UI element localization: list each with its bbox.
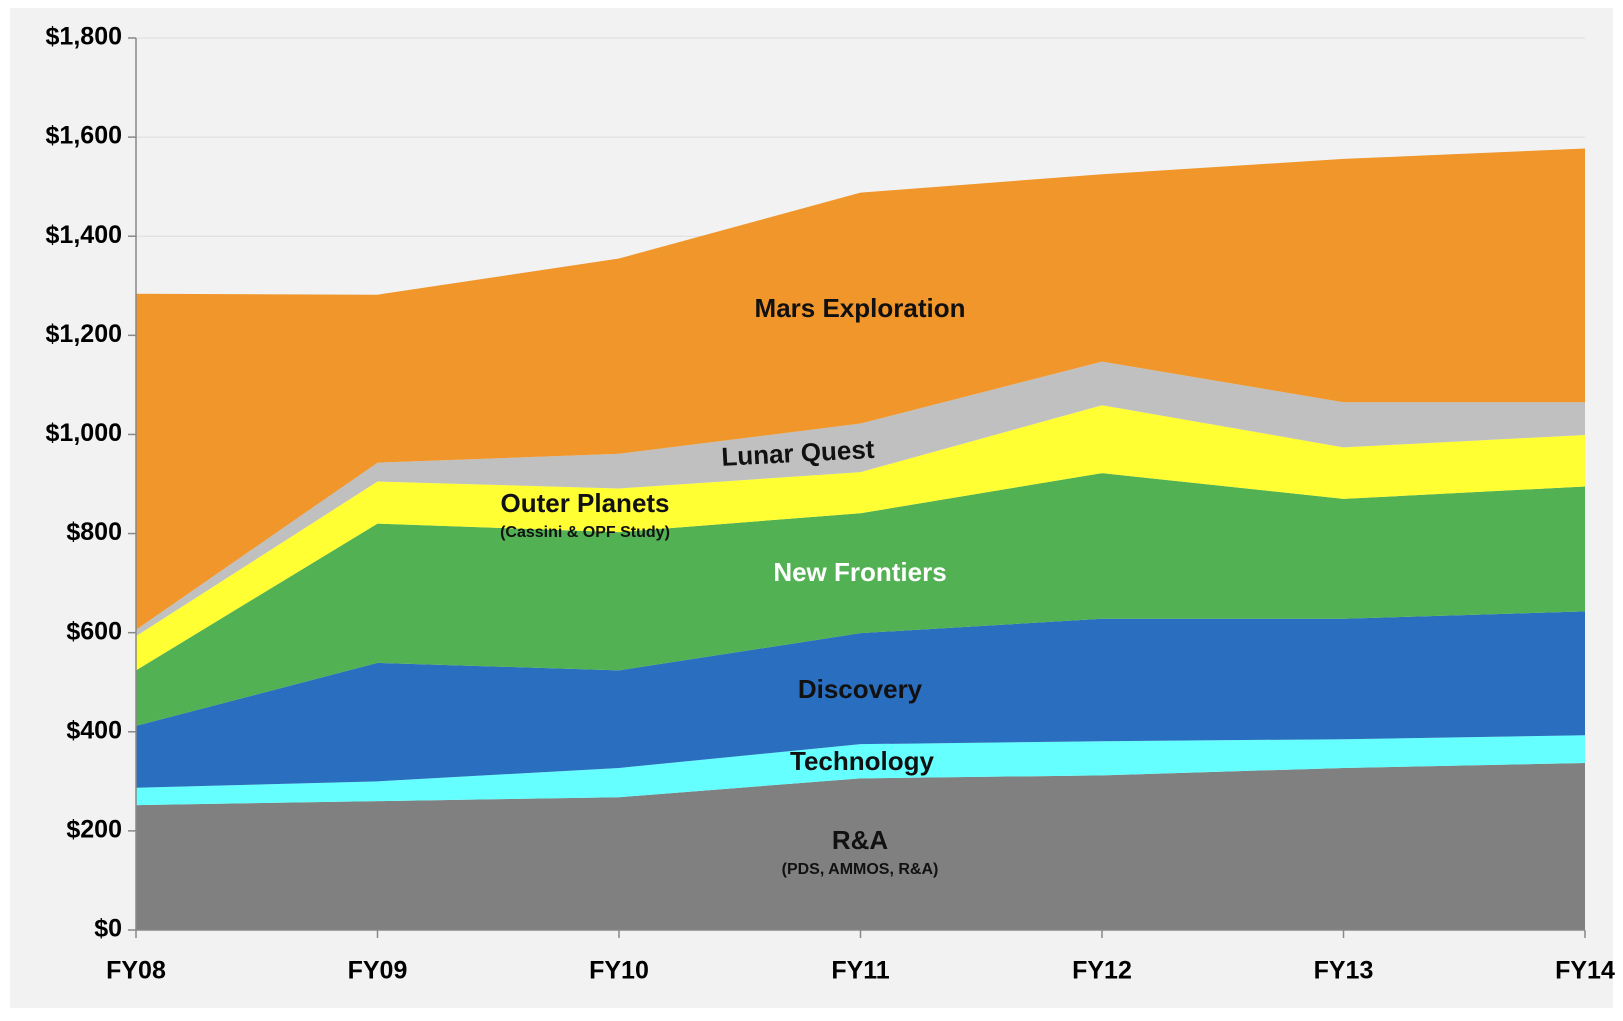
series-note: (PDS, AMMOS, R&A) (782, 861, 939, 878)
y-tick-label: $600 (66, 617, 122, 645)
y-tick-label: $1,400 (46, 221, 122, 249)
series-label: Discovery (798, 674, 923, 704)
series-label: New Frontiers (773, 557, 946, 587)
x-tick-label: FY14 (1555, 957, 1615, 985)
y-tick-label: $0 (94, 915, 122, 943)
area (136, 148, 1585, 630)
area (136, 473, 1585, 726)
y-tick-label: $400 (66, 716, 122, 744)
series-label: Technology (790, 746, 935, 776)
series-note: (Cassini & OPF Study) (500, 524, 670, 541)
x-tick-label: FY10 (589, 957, 649, 985)
x-tick-label: FY11 (831, 957, 889, 985)
x-tick-label: FY12 (1072, 957, 1132, 985)
y-tick-label: $1,800 (46, 23, 122, 51)
y-tick-label: $1,200 (46, 320, 122, 348)
x-tick-label: FY08 (106, 957, 166, 985)
series-label: Mars Exploration (755, 293, 966, 323)
y-tick-label: $1,600 (46, 122, 122, 150)
y-tick-label: $200 (66, 815, 122, 843)
area (136, 611, 1585, 788)
area (136, 735, 1585, 806)
x-tick-label: FY09 (348, 957, 408, 985)
series-label: Outer Planets (500, 488, 669, 518)
area (136, 405, 1585, 671)
area (136, 762, 1585, 930)
series-label: R&A (832, 825, 889, 855)
y-tick-label: $1,000 (46, 419, 122, 447)
y-tick-label: $800 (66, 518, 122, 546)
x-tick-label: FY13 (1314, 957, 1374, 985)
